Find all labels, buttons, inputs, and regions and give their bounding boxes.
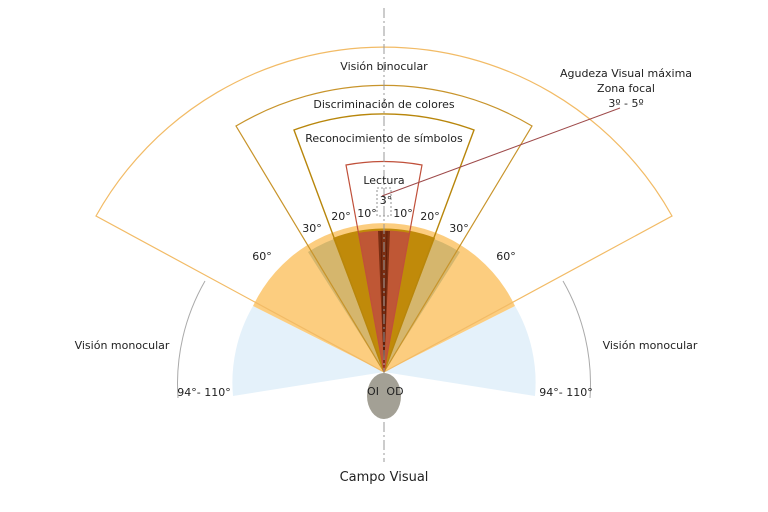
monocular-left-sector <box>232 306 384 396</box>
focal-box <box>376 187 392 217</box>
angle-10-right-label: 10° <box>393 207 413 220</box>
monocular-left-label: Visión monocular <box>75 339 170 352</box>
color-discrimination-label: Discriminación de colores <box>313 98 455 111</box>
focal-acuity-label: Agudeza Visual máxima <box>560 67 692 80</box>
left-eye-label: OI <box>367 385 379 398</box>
binocular-label: Visión binocular <box>340 60 428 73</box>
angle-30-right-label: 30° <box>449 222 469 235</box>
monocular-left-angle-label: 94°- 110° <box>177 386 230 399</box>
reading-label: Lectura <box>363 174 404 187</box>
monocular-right-angle-label: 94°- 110° <box>539 386 592 399</box>
focal-zone-label: Zona focal <box>597 82 655 95</box>
monocular-left-outer-arc <box>177 280 206 399</box>
focal-line-a <box>380 230 385 373</box>
angle-30-left-label: 30° <box>302 222 322 235</box>
focal-range-label: 3º - 5º <box>608 97 643 110</box>
angle-60-left-label: 60° <box>252 250 272 263</box>
angle-60-right-label: 60° <box>496 250 516 263</box>
head-ellipse <box>367 373 401 419</box>
angle-20-right-label: 20° <box>420 210 440 223</box>
monocular-right-sector <box>384 306 536 396</box>
angle-10-left-label: 10° <box>357 207 377 220</box>
symbol-recognition-outline <box>293 113 475 375</box>
focal-leader-line <box>381 107 621 197</box>
monocular-right-label: Visión monocular <box>603 339 698 352</box>
monocular-right-outer-arc <box>562 280 591 399</box>
focal-line-b <box>383 230 388 373</box>
diagram-title: Campo Visual <box>340 470 429 485</box>
angle-3-label: 3° <box>380 194 393 207</box>
angle-20-left-label: 20° <box>331 210 351 223</box>
right-eye-label: OD <box>386 385 403 398</box>
symbol-recognition-label: Reconocimiento de símbolos <box>305 132 463 145</box>
